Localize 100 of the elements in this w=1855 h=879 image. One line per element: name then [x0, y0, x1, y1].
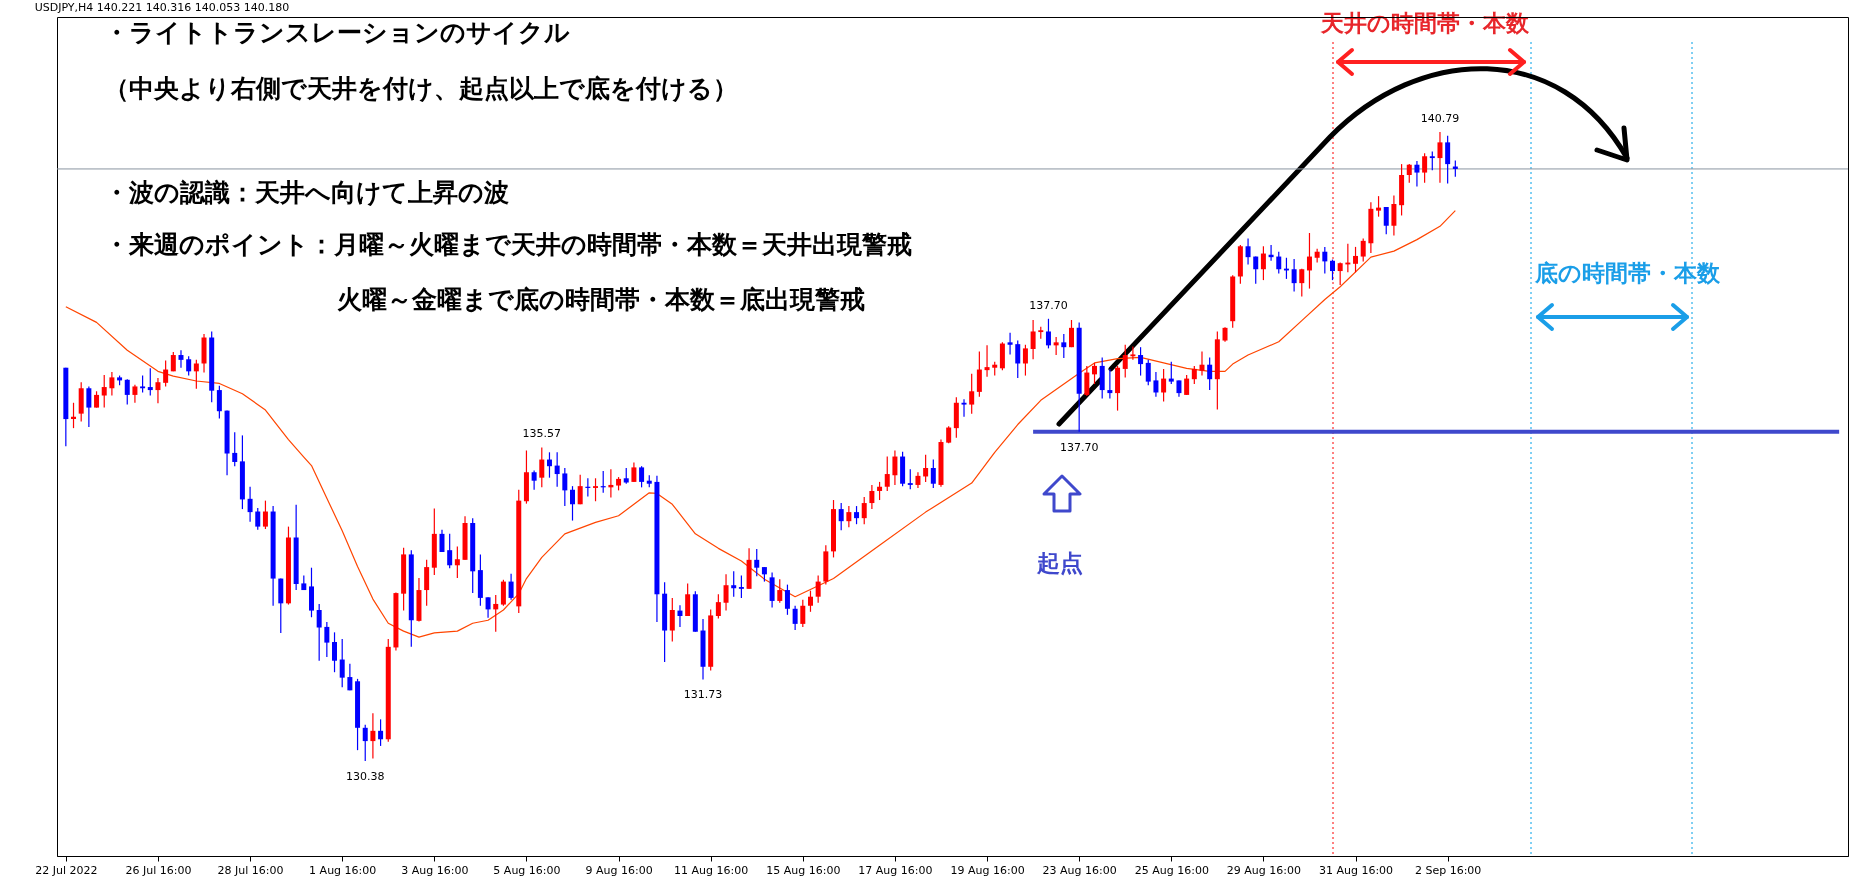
candlestick	[961, 398, 967, 418]
candlestick	[815, 574, 821, 604]
candlestick	[1414, 160, 1420, 188]
candlestick	[1153, 371, 1159, 398]
candlestick	[370, 712, 376, 760]
annotation: 131.73	[683, 688, 723, 702]
candlestick	[500, 579, 506, 607]
x-tick-label: 22 Jul 2022	[35, 863, 98, 877]
candlestick	[1007, 332, 1013, 356]
candlestick	[723, 573, 729, 612]
candlestick	[1191, 365, 1197, 385]
candlestick	[1406, 163, 1412, 184]
annotation: 135.57	[522, 427, 562, 441]
annotation: 140.79	[1420, 112, 1460, 126]
candlestick	[362, 724, 368, 762]
candlestick	[669, 597, 675, 643]
candlestick	[1068, 319, 1074, 348]
candlestick	[984, 344, 990, 378]
candlestick	[1168, 361, 1174, 385]
x-tick-label: 3 Aug 16:00	[401, 863, 469, 877]
candlestick	[247, 486, 253, 523]
candlestick	[262, 500, 268, 530]
candlestick	[1138, 346, 1144, 377]
x-tick-label: 11 Aug 16:00	[674, 863, 749, 877]
candlestick	[1299, 268, 1305, 298]
candlestick	[593, 477, 599, 502]
x-tick-label: 2 Sep 16:00	[1414, 863, 1482, 877]
candlestick	[1353, 246, 1359, 273]
candlestick	[163, 359, 169, 388]
candlestick	[877, 481, 883, 501]
candlestick	[255, 507, 261, 531]
candlestick	[792, 605, 798, 631]
candlestick	[570, 485, 575, 522]
candlestick	[869, 484, 875, 510]
candlestick	[1084, 365, 1090, 397]
candlestick	[1314, 248, 1320, 264]
candlestick	[1437, 131, 1443, 184]
candlestick	[685, 582, 691, 617]
x-tick-label: 19 Aug 16:00	[950, 863, 1025, 877]
candlestick	[1161, 368, 1167, 403]
candlestick	[447, 533, 453, 569]
candlestick	[232, 431, 238, 467]
candlestick	[101, 374, 107, 409]
candlestick	[1330, 258, 1335, 281]
annotation: ・波の認識：天井へ向けて上昇の波	[104, 177, 509, 209]
x-tick-label: 29 Aug 16:00	[1226, 863, 1301, 877]
candlestick	[109, 371, 115, 397]
candlestick	[178, 349, 184, 369]
candlestick	[378, 718, 384, 747]
candlestick	[777, 578, 783, 604]
candlestick	[539, 446, 545, 488]
annotation: 137.70	[1029, 298, 1068, 312]
candlestick	[508, 573, 514, 601]
x-tick-label: 9 Aug 16:00	[585, 863, 653, 877]
candlestick	[754, 548, 760, 577]
candlestick	[923, 454, 929, 483]
candlestick	[1199, 350, 1205, 377]
annotation: ・来週のポイント：月曜～火曜まで天井の時間帯・本数＝天井出現警戒	[104, 229, 912, 261]
candlestick	[1030, 319, 1036, 360]
candlestick	[731, 570, 737, 598]
text: （中央より右側で天井を付け、起点以上で底を付ける）	[104, 73, 738, 105]
candlestick	[784, 584, 790, 616]
candlestick	[1207, 356, 1213, 391]
candlestick	[1145, 359, 1151, 386]
candlestick	[1253, 255, 1259, 285]
candlestick	[1107, 368, 1113, 400]
x-tick-label: 28 Jul 16:00	[217, 863, 284, 877]
annotation: 火曜～金曜まで底の時間帯・本数＝底出現警戒	[337, 284, 865, 316]
candlestick	[493, 594, 499, 633]
candlestick	[1061, 333, 1067, 359]
candlestick	[800, 599, 806, 628]
x-tick-label: 23 Aug 16:00	[1042, 863, 1117, 877]
candlestick	[677, 604, 683, 628]
annotation: 137.70	[1059, 440, 1099, 454]
candlestick	[1184, 374, 1190, 396]
candlestick	[1130, 345, 1136, 361]
candlestick	[1245, 237, 1251, 266]
candlestick	[1122, 344, 1128, 378]
candlestick	[1276, 251, 1282, 275]
x-tick-label: 31 Aug 16:00	[1318, 863, 1394, 877]
candlestick	[631, 461, 637, 483]
candlestick	[454, 545, 460, 579]
candlestick	[738, 574, 744, 599]
x-tick-label: 5 Aug 16:00	[493, 863, 561, 877]
candlestick	[531, 469, 537, 491]
candlestick	[1383, 206, 1389, 235]
candlestick	[193, 359, 199, 390]
candlestick	[1015, 339, 1021, 379]
candlestick	[639, 465, 645, 488]
candlestick	[1322, 246, 1328, 275]
candlestick	[1429, 150, 1435, 171]
candlestick	[347, 663, 353, 691]
candlestick	[861, 496, 867, 525]
chart-title: USDJPY,H4 140.221 140.316 140.053 140.180	[34, 1, 290, 14]
candlestick	[86, 385, 92, 428]
candlestick	[1376, 195, 1382, 218]
candlestick	[838, 502, 844, 531]
candlestick	[854, 505, 860, 525]
candlestick	[769, 571, 775, 609]
candlestick	[807, 590, 813, 613]
